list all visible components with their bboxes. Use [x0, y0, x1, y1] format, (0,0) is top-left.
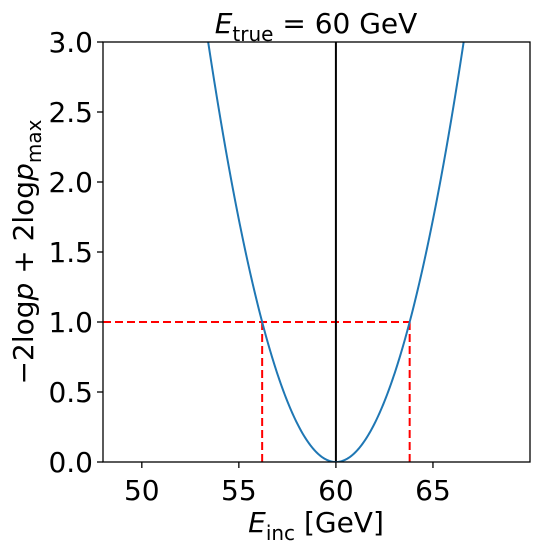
- y-tick-label: 3.0: [48, 26, 93, 59]
- plot-lines: [103, 42, 465, 462]
- y-axis-label: −2logp + 2logpmax: [7, 119, 46, 384]
- y-tick-label: 2.0: [48, 166, 93, 199]
- y-tick-label: 2.5: [48, 96, 93, 129]
- likelihood-curve: [207, 42, 465, 462]
- plot-border: [102, 41, 531, 463]
- plot-frame: [102, 41, 531, 463]
- x-tick-label: 50: [124, 474, 160, 507]
- y-tick-label: 1.5: [48, 236, 93, 269]
- y-tick-label: 0.5: [48, 376, 93, 409]
- y-tick-label: 0.0: [48, 446, 93, 479]
- y-tick-label: 1.0: [48, 306, 93, 339]
- chart-title: Etrue = 60 GeV: [215, 7, 418, 46]
- x-tick-label: 60: [318, 474, 354, 507]
- y-axis: 0.0 0.5 1.0 1.5 2.0 2.5 3.0: [48, 26, 103, 479]
- x-tick-label: 65: [415, 474, 451, 507]
- x-axis: 50 55 60 65: [124, 462, 451, 507]
- x-tick-label: 55: [221, 474, 257, 507]
- x-axis-label: Einc [GeV]: [248, 506, 384, 545]
